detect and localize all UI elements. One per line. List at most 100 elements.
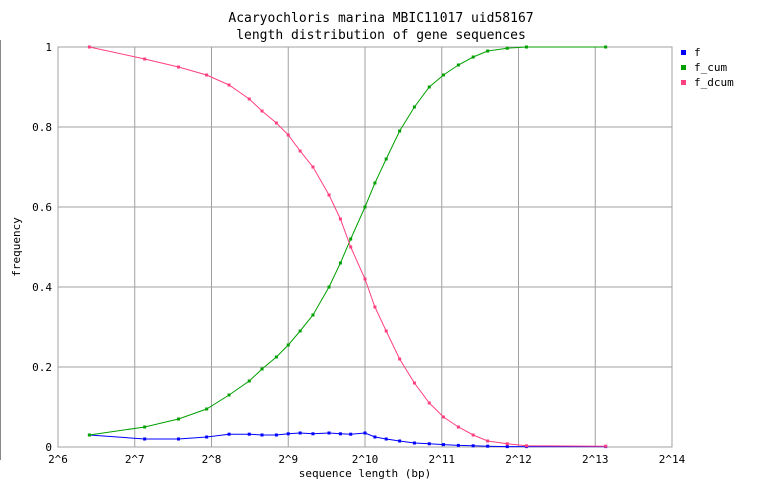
- point: [227, 432, 231, 436]
- chart-title: Acaryochloris marina MBIC11017 uid58167: [228, 11, 533, 26]
- x-tick-label: 2^7: [125, 453, 145, 466]
- point: [205, 407, 209, 411]
- point: [327, 285, 331, 289]
- point: [505, 442, 509, 446]
- point: [373, 305, 377, 309]
- legend-label: f_cum: [694, 61, 727, 74]
- point: [486, 49, 490, 53]
- point: [87, 45, 91, 49]
- point: [471, 55, 475, 59]
- point: [363, 277, 367, 281]
- point: [398, 439, 402, 443]
- point: [298, 149, 302, 153]
- point: [274, 355, 278, 359]
- point: [260, 367, 264, 371]
- x-tick-label: 2^13: [582, 453, 609, 466]
- point: [349, 245, 353, 249]
- point: [456, 63, 460, 67]
- point: [427, 401, 431, 405]
- series-line: [89, 432, 606, 448]
- y-tick-label: 0.6: [32, 201, 52, 214]
- point: [373, 181, 377, 185]
- x-tick-label: 2^12: [505, 453, 532, 466]
- point: [441, 415, 445, 419]
- point: [227, 393, 231, 397]
- point: [143, 437, 147, 441]
- point: [441, 73, 445, 77]
- point: [373, 435, 377, 439]
- point: [311, 432, 315, 436]
- point: [286, 343, 290, 347]
- point: [604, 444, 608, 448]
- x-tick-label: 2^8: [202, 453, 222, 466]
- y-tick-label: 0.8: [32, 121, 52, 134]
- point: [486, 439, 490, 443]
- point: [286, 432, 290, 436]
- x-tick-label: 2^6: [48, 453, 68, 466]
- point: [524, 45, 528, 49]
- point: [274, 121, 278, 125]
- point: [143, 57, 147, 61]
- point: [412, 441, 416, 445]
- point: [247, 97, 251, 101]
- x-tick-label: 2^10: [352, 453, 379, 466]
- point: [338, 261, 342, 265]
- point: [412, 381, 416, 385]
- point: [471, 433, 475, 437]
- point: [427, 442, 431, 446]
- point: [456, 443, 460, 447]
- point: [311, 165, 315, 169]
- point: [441, 443, 445, 447]
- point: [384, 437, 388, 441]
- chart-subtitle: length distribution of gene sequences: [236, 28, 526, 43]
- point: [427, 85, 431, 89]
- point: [349, 237, 353, 241]
- point: [398, 129, 402, 133]
- legend-label: f_dcum: [694, 76, 734, 89]
- point: [524, 444, 528, 448]
- point: [486, 444, 490, 448]
- point: [205, 435, 209, 439]
- legend-label: f: [694, 46, 701, 59]
- point: [260, 433, 264, 437]
- point: [327, 193, 331, 197]
- y-tick-label: 0.2: [32, 361, 52, 374]
- x-tick-label: 2^9: [278, 453, 298, 466]
- point: [176, 65, 180, 69]
- point: [311, 313, 315, 317]
- point: [298, 431, 302, 435]
- point: [260, 109, 264, 113]
- point: [176, 417, 180, 421]
- point: [327, 431, 331, 435]
- legend-marker: [681, 80, 686, 85]
- point: [338, 432, 342, 436]
- y-tick-label: 0: [45, 441, 52, 454]
- point: [298, 329, 302, 333]
- point: [456, 425, 460, 429]
- point: [505, 445, 509, 449]
- x-tick-label: 2^14: [659, 453, 686, 466]
- point: [247, 379, 251, 383]
- y-tick-label: 1: [45, 41, 52, 54]
- x-tick-label: 2^11: [429, 453, 456, 466]
- y-tick-label: 0.4: [32, 281, 52, 294]
- series-line: [89, 46, 606, 436]
- point: [384, 157, 388, 161]
- point: [505, 46, 509, 50]
- point: [205, 73, 209, 77]
- point: [338, 217, 342, 221]
- point: [274, 433, 278, 437]
- point: [227, 83, 231, 87]
- point: [349, 432, 353, 436]
- point: [176, 437, 180, 441]
- point: [363, 431, 367, 435]
- point: [363, 205, 367, 209]
- point: [87, 433, 91, 437]
- point: [412, 105, 416, 109]
- point: [398, 357, 402, 361]
- legend-marker: [681, 65, 686, 70]
- point: [384, 329, 388, 333]
- point: [604, 45, 608, 49]
- point: [286, 133, 290, 137]
